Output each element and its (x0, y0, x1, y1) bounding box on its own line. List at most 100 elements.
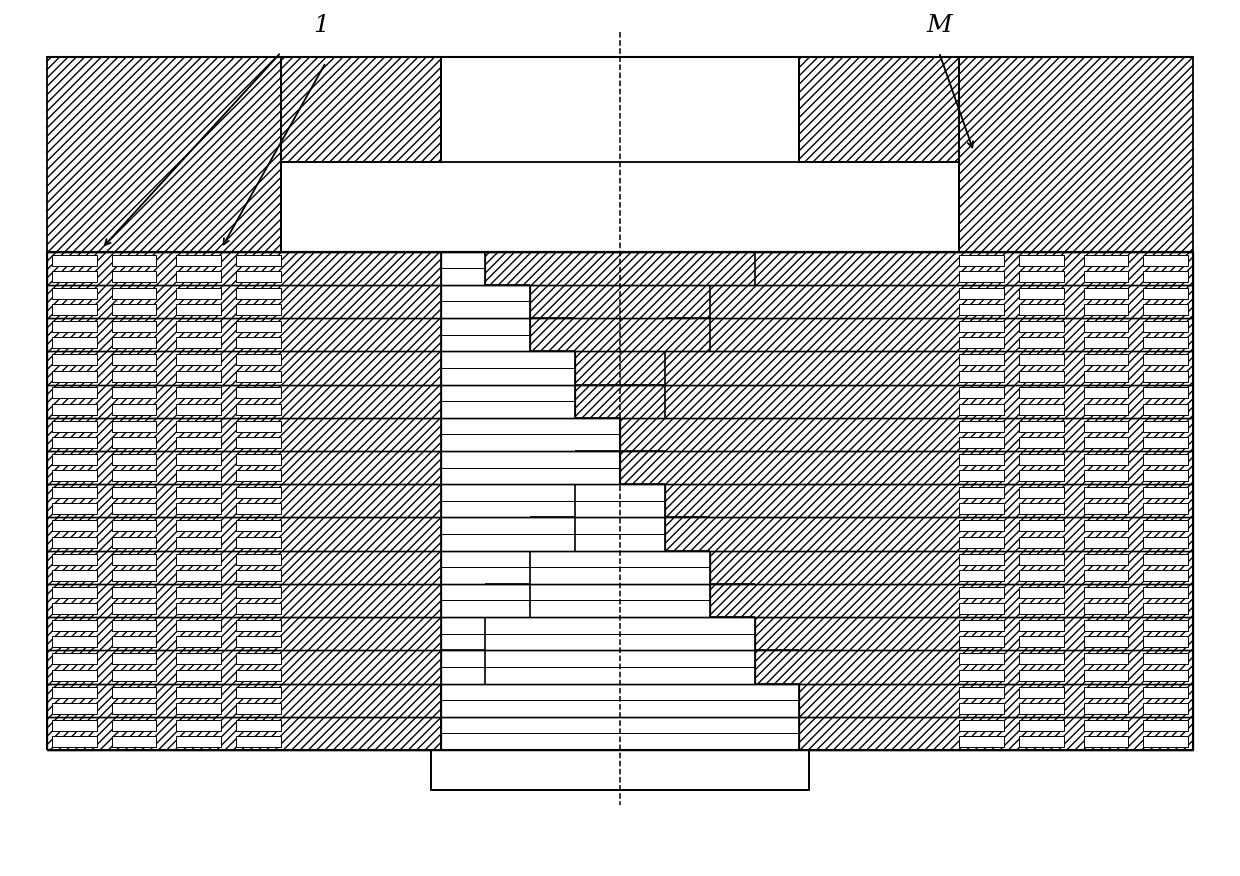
Bar (112, 420, 156, 432)
Bar (52, 736, 97, 747)
Bar (47, 584, 440, 617)
Bar (959, 620, 1003, 631)
Bar (176, 554, 221, 565)
Bar (1084, 304, 1128, 315)
Bar (1084, 570, 1128, 581)
Bar (1143, 736, 1188, 747)
Bar (52, 636, 97, 647)
Bar (281, 57, 440, 162)
Bar (440, 617, 755, 650)
Bar (112, 271, 156, 282)
Bar (1019, 371, 1064, 382)
Bar (1143, 537, 1188, 548)
Bar (52, 669, 97, 681)
Bar (959, 504, 1003, 514)
Bar (1019, 454, 1064, 465)
Bar (52, 271, 97, 282)
Bar (47, 717, 440, 750)
Bar (440, 251, 485, 285)
Bar (1084, 354, 1128, 365)
Bar (237, 620, 281, 631)
Bar (1084, 554, 1128, 565)
Bar (52, 620, 97, 631)
Bar (237, 304, 281, 315)
Bar (112, 554, 156, 565)
Bar (112, 371, 156, 382)
Bar (112, 720, 156, 731)
Bar (112, 404, 156, 414)
Bar (959, 404, 1003, 414)
Bar (47, 351, 440, 385)
Bar (531, 318, 1193, 351)
Bar (1019, 636, 1064, 647)
Bar (440, 717, 800, 750)
Bar (176, 371, 221, 382)
Bar (47, 385, 440, 418)
Bar (1143, 354, 1188, 365)
Bar (176, 304, 221, 315)
Bar (176, 604, 221, 614)
Bar (959, 420, 1003, 432)
Bar (1143, 604, 1188, 614)
Bar (1143, 687, 1188, 697)
Bar (1019, 604, 1064, 614)
Bar (1019, 437, 1064, 448)
Bar (1019, 587, 1064, 597)
Bar (1084, 720, 1128, 731)
Bar (237, 454, 281, 465)
Bar (176, 271, 221, 282)
Bar (176, 703, 221, 714)
Bar (52, 454, 97, 465)
Bar (52, 487, 97, 498)
Bar (1143, 487, 1188, 498)
Bar (1143, 620, 1188, 631)
Bar (959, 636, 1003, 647)
Bar (1084, 454, 1128, 465)
Bar (52, 404, 97, 414)
Bar (959, 57, 1193, 251)
Bar (52, 554, 97, 565)
Bar (112, 321, 156, 332)
Bar (800, 683, 1193, 717)
Bar (237, 504, 281, 514)
Bar (176, 520, 221, 532)
Bar (1084, 404, 1128, 414)
Bar (1143, 437, 1188, 448)
Bar (52, 321, 97, 332)
Bar (1143, 454, 1188, 465)
Bar (237, 387, 281, 399)
Bar (52, 720, 97, 731)
Bar (959, 470, 1003, 481)
Bar (176, 321, 221, 332)
Bar (1019, 687, 1064, 697)
Bar (1019, 653, 1064, 664)
Bar (176, 404, 221, 414)
Bar (1019, 520, 1064, 532)
Bar (1084, 687, 1128, 697)
Bar (237, 271, 281, 282)
Bar (52, 504, 97, 514)
Bar (440, 318, 531, 351)
Bar (112, 636, 156, 647)
Bar (1019, 720, 1064, 731)
Bar (176, 470, 221, 481)
Bar (959, 554, 1003, 565)
Bar (440, 451, 620, 484)
Bar (1019, 387, 1064, 399)
Bar (237, 321, 281, 332)
Bar (47, 484, 440, 518)
Bar (1019, 304, 1064, 315)
Bar (440, 351, 575, 385)
Bar (47, 251, 440, 285)
Bar (52, 371, 97, 382)
Bar (52, 537, 97, 548)
Bar (959, 337, 1003, 349)
Bar (47, 451, 440, 484)
Bar (959, 454, 1003, 465)
Bar (1143, 470, 1188, 481)
Bar (959, 736, 1003, 747)
Bar (1084, 288, 1128, 299)
Bar (1143, 703, 1188, 714)
Bar (1143, 304, 1188, 315)
Bar (176, 504, 221, 514)
